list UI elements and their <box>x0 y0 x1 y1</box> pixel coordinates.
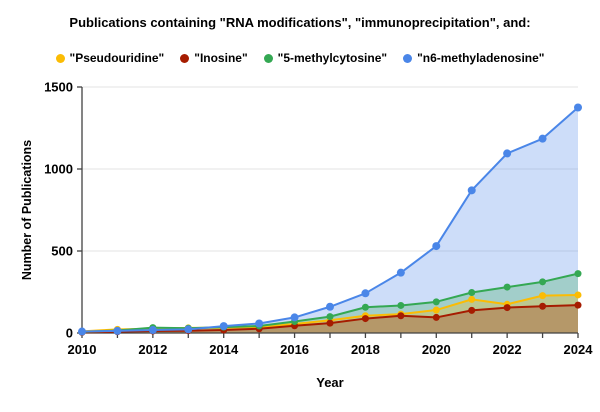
point-5-methylcytosine-2018[interactable] <box>361 303 369 311</box>
legend-dot-n6-methyladenosine-icon <box>403 53 413 63</box>
point-5-methylcytosine-2023[interactable] <box>539 278 547 286</box>
point-n6-methyladenosine-2020[interactable] <box>432 242 441 251</box>
x-tick-label: 2016 <box>280 342 309 357</box>
point-5-methylcytosine-2022[interactable] <box>503 283 511 291</box>
y-tick-label: 1500 <box>44 80 73 95</box>
x-tick-label: 2018 <box>351 342 380 357</box>
point-n6-methyladenosine-2021[interactable] <box>467 186 476 195</box>
point-n6-methyladenosine-2010[interactable] <box>78 327 86 336</box>
point-inosine-2022[interactable] <box>503 304 511 312</box>
point-inosine-2017[interactable] <box>326 319 334 327</box>
area-n6-methyladenosine <box>82 107 578 333</box>
point-n6-methyladenosine-2015[interactable] <box>255 319 264 328</box>
point-5-methylcytosine-2019[interactable] <box>397 301 405 309</box>
point-n6-methyladenosine-2011[interactable] <box>113 326 122 335</box>
point-n6-methyladenosine-2016[interactable] <box>290 313 299 322</box>
x-axis-title: Year <box>316 375 344 390</box>
point-inosine-2019[interactable] <box>397 312 405 320</box>
point-n6-methyladenosine-2022[interactable] <box>503 149 512 158</box>
legend-label: "Inosine" <box>194 51 248 65</box>
area-pseudouridine <box>82 294 578 333</box>
legend-dot-inosine-icon <box>180 53 190 63</box>
legend-dot-5-methylcytosine-icon <box>263 53 273 63</box>
y-axis-title: Number of Publications <box>20 139 34 281</box>
x-tick-label: 2014 <box>209 342 239 357</box>
point-inosine-2021[interactable] <box>468 306 476 314</box>
y-tick-label: 500 <box>51 244 73 259</box>
point-n6-methyladenosine-2017[interactable] <box>326 302 334 311</box>
x-tick-label: 2010 <box>68 342 97 357</box>
point-n6-methyladenosine-2019[interactable] <box>396 268 405 277</box>
legend-item-n6-methyladenosine[interactable]: "n6-methyladenosine" <box>403 51 544 65</box>
legend-item-inosine[interactable]: "Inosine" <box>180 51 248 65</box>
point-n6-methyladenosine-2014[interactable] <box>219 322 228 331</box>
point-5-methylcytosine-2017[interactable] <box>326 313 334 321</box>
legend-dot-pseudouridine-icon <box>55 53 65 63</box>
point-inosine-2023[interactable] <box>539 302 547 310</box>
chart-title: Publications containing "RNA modificatio… <box>69 15 531 30</box>
point-pseudouridine-2021[interactable] <box>468 295 476 303</box>
point-pseudouridine-2024[interactable] <box>574 291 582 299</box>
x-tick-label: 2012 <box>138 342 167 357</box>
point-n6-methyladenosine-2013[interactable] <box>184 325 193 334</box>
point-pseudouridine-2023[interactable] <box>539 292 547 300</box>
x-tick-label: 2020 <box>422 342 451 357</box>
x-tick-label: 2022 <box>493 342 522 357</box>
point-5-methylcytosine-2024[interactable] <box>574 270 582 278</box>
legend-label: "Pseudouridine" <box>69 51 165 65</box>
area-5-methylcytosine <box>82 273 578 333</box>
legend: "Pseudouridine" "Inosine" "5-methylcytos… <box>0 49 600 67</box>
legend-label: "n6-methyladenosine" <box>417 51 545 65</box>
point-n6-methyladenosine-2024[interactable] <box>574 103 582 112</box>
legend-label: "5-methylcytosine" <box>277 51 388 65</box>
point-n6-methyladenosine-2023[interactable] <box>538 134 547 143</box>
point-5-methylcytosine-2020[interactable] <box>432 298 440 306</box>
point-inosine-2020[interactable] <box>432 313 440 321</box>
y-tick-label: 1000 <box>44 162 73 177</box>
point-pseudouridine-2020[interactable] <box>432 306 440 314</box>
legend-item-5-methylcytosine[interactable]: "5-methylcytosine" <box>263 51 388 65</box>
point-inosine-2018[interactable] <box>361 315 369 323</box>
point-n6-methyladenosine-2018[interactable] <box>361 289 370 298</box>
legend-item-pseudouridine[interactable]: "Pseudouridine" <box>55 51 165 65</box>
point-inosine-2024[interactable] <box>574 301 582 309</box>
y-tick-label: 0 <box>66 326 73 341</box>
area-inosine <box>82 305 578 333</box>
point-5-methylcytosine-2021[interactable] <box>468 288 476 296</box>
x-tick-label: 2024 <box>564 342 594 357</box>
point-n6-methyladenosine-2012[interactable] <box>148 326 157 335</box>
